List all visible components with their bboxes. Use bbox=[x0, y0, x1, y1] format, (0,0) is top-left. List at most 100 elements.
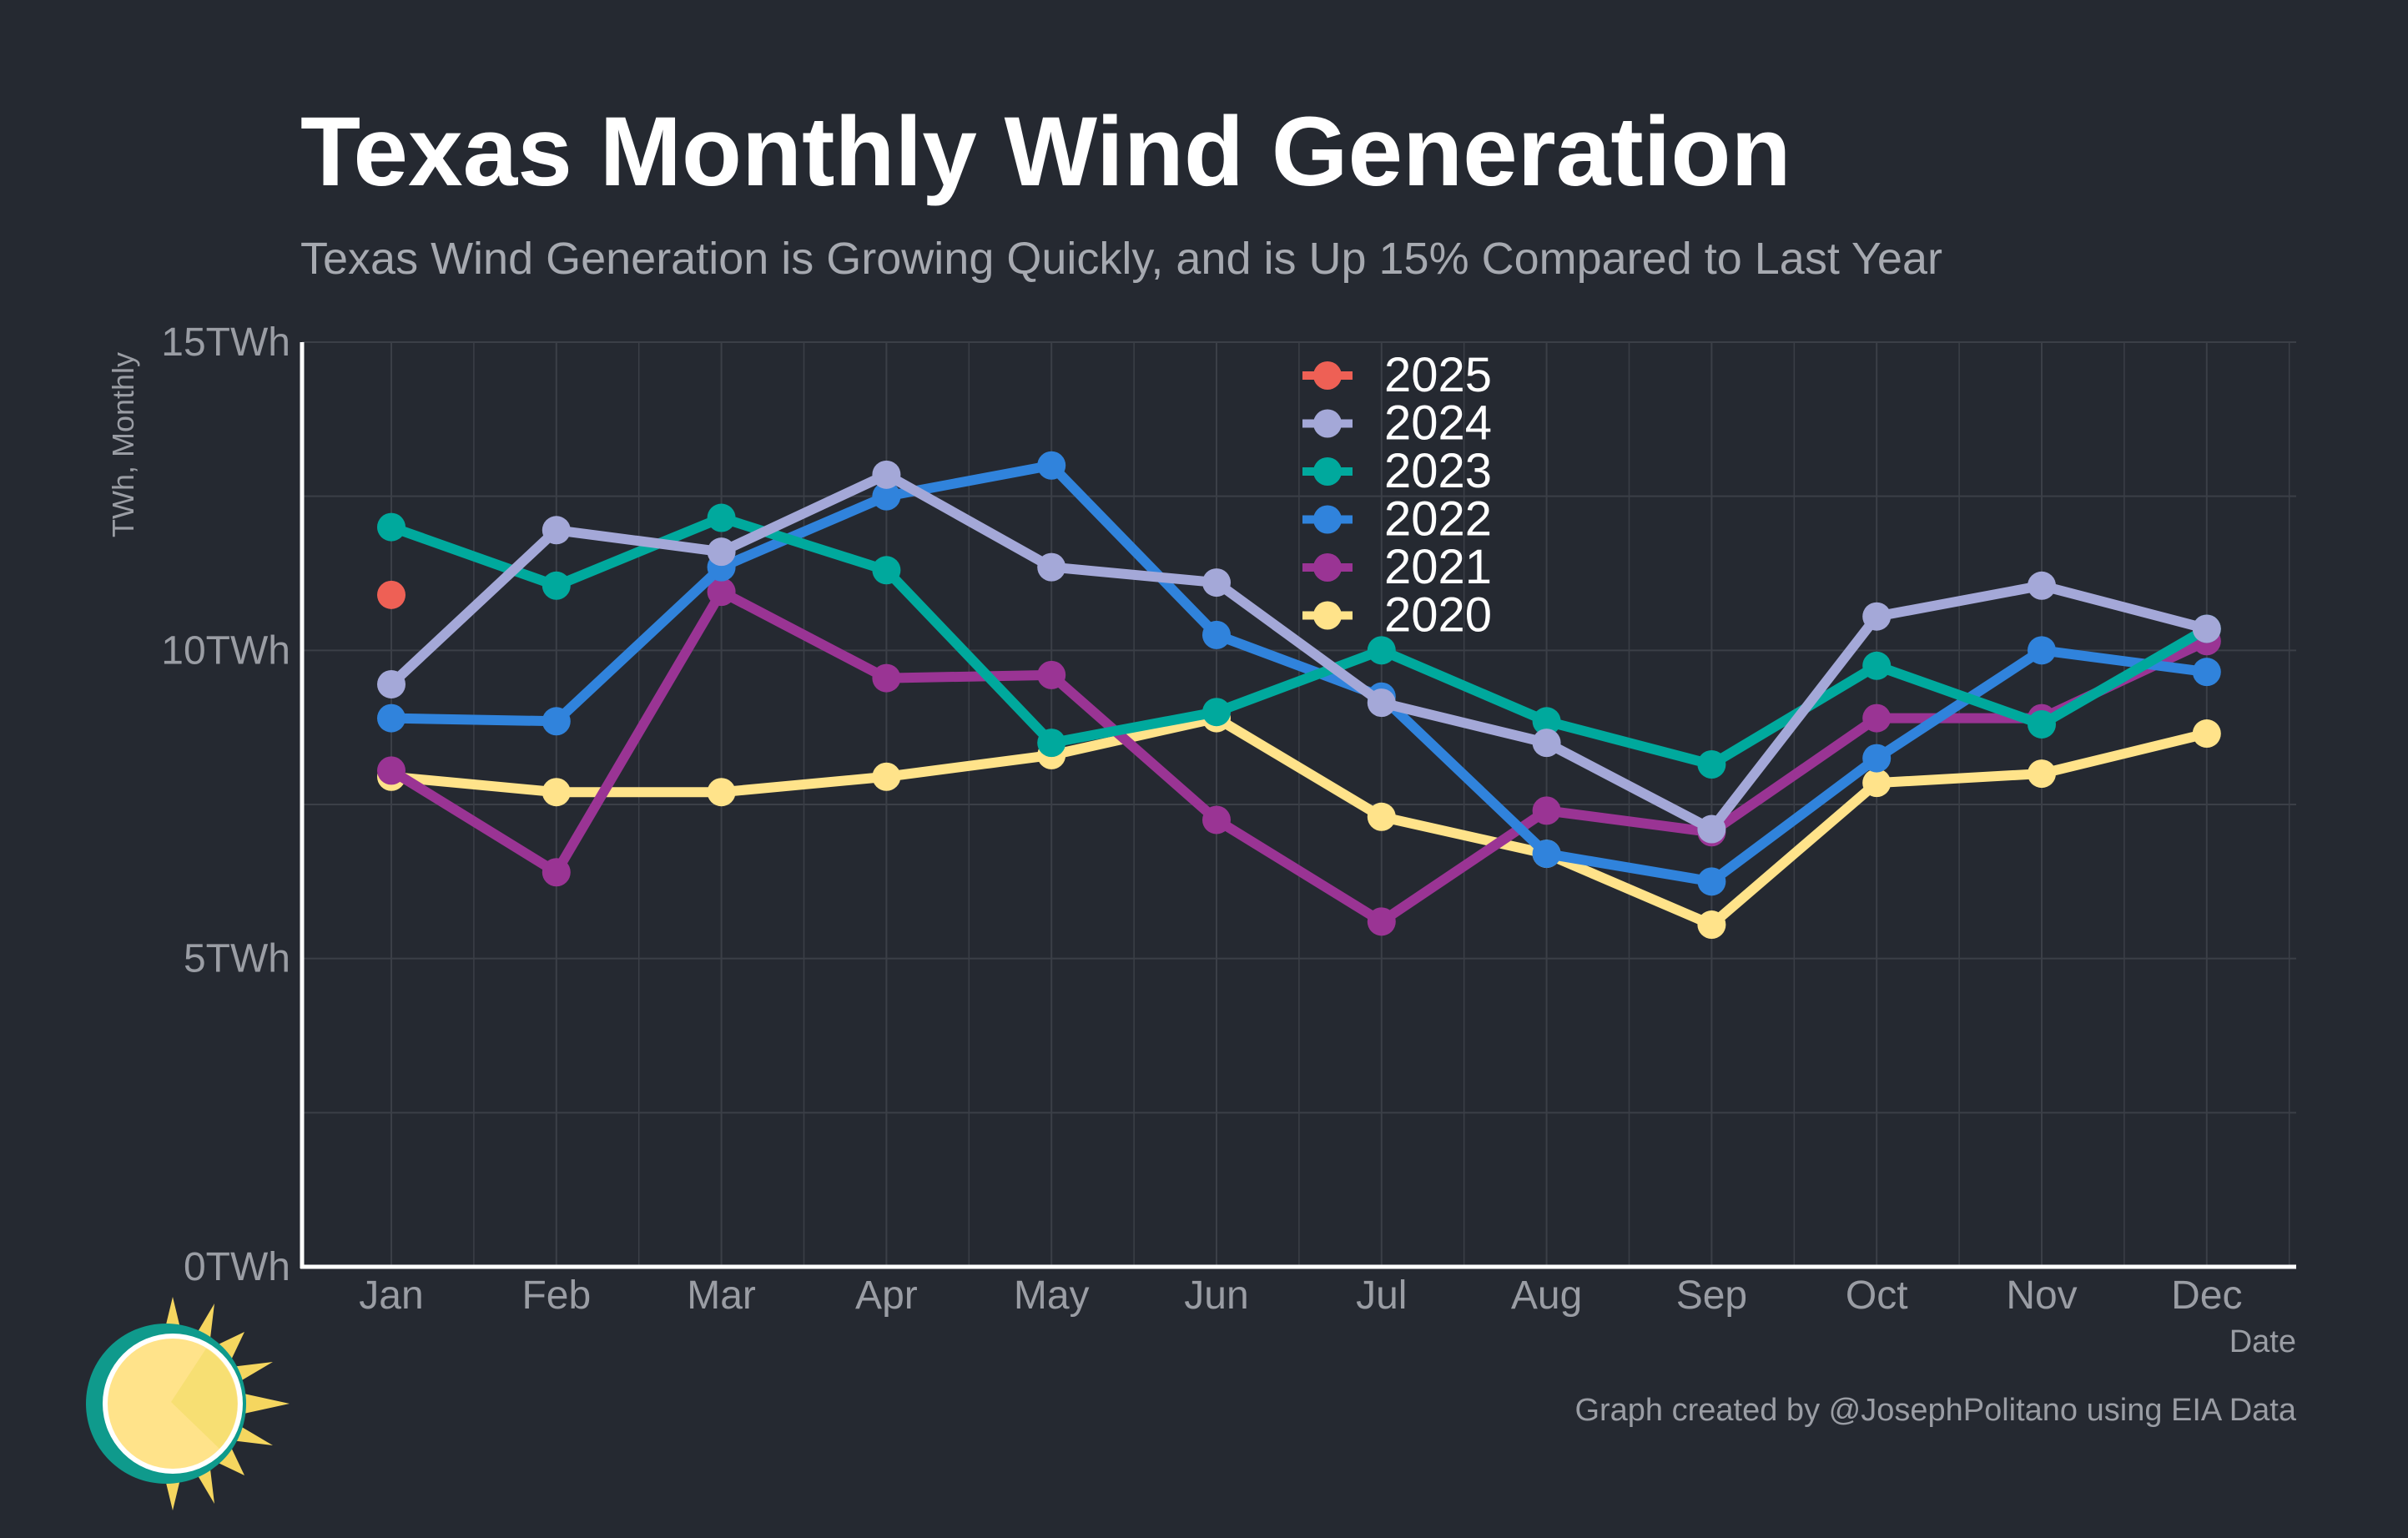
data-point-2022 bbox=[1037, 451, 1066, 480]
data-point-2023 bbox=[1697, 749, 1726, 779]
data-point-2020 bbox=[1862, 769, 1892, 798]
legend-item-2021: 2021 bbox=[1302, 540, 1492, 594]
data-point-2025 bbox=[377, 580, 406, 609]
series-2021 bbox=[377, 577, 2221, 936]
legend-item-2024: 2024 bbox=[1302, 396, 1492, 451]
data-point-2024 bbox=[542, 516, 571, 545]
y-tick-label: 0TWh bbox=[184, 1245, 290, 1289]
data-point-2022 bbox=[542, 707, 571, 736]
data-point-2020 bbox=[1697, 910, 1726, 940]
x-axis-label: Date bbox=[2229, 1324, 2296, 1359]
data-point-2023 bbox=[1202, 698, 1231, 727]
legend-swatch-marker bbox=[1313, 505, 1342, 534]
series-2024 bbox=[377, 460, 2221, 844]
credit-text: Graph created by @JosephPolitano using E… bbox=[1574, 1393, 2296, 1428]
data-point-2024 bbox=[1367, 688, 1396, 718]
x-tick-label: Jan bbox=[359, 1273, 423, 1318]
data-point-2021 bbox=[1532, 796, 1561, 825]
data-point-2020 bbox=[1367, 802, 1396, 831]
data-point-2024 bbox=[1697, 814, 1726, 844]
data-point-2020 bbox=[872, 762, 901, 791]
data-point-2022 bbox=[2028, 636, 2056, 665]
y-axis-label: TWh, Monthly bbox=[106, 352, 140, 537]
x-tick-label: Aug bbox=[1511, 1273, 1582, 1318]
legend-label: 2023 bbox=[1384, 444, 1492, 498]
legend-swatch-marker bbox=[1313, 457, 1342, 486]
data-point-2023 bbox=[2028, 709, 2056, 739]
x-tick-label: Oct bbox=[1846, 1273, 1908, 1318]
chart-title: Texas Monthly Wind Generation bbox=[300, 97, 1791, 207]
legend-label: 2021 bbox=[1384, 540, 1492, 594]
data-point-2023 bbox=[1037, 729, 1066, 758]
data-point-2024 bbox=[707, 537, 736, 567]
legend-item-2020: 2020 bbox=[1302, 588, 1492, 643]
y-tick-label: 15TWh bbox=[161, 320, 290, 365]
legend-swatch-marker bbox=[1313, 601, 1342, 630]
legend-item-2025: 2025 bbox=[1302, 348, 1492, 402]
data-point-2024 bbox=[1532, 729, 1561, 758]
legend-item-2023: 2023 bbox=[1302, 444, 1492, 498]
y-tick-label: 10TWh bbox=[161, 628, 290, 673]
data-point-2024 bbox=[872, 460, 901, 489]
legend-swatch-marker bbox=[1313, 409, 1342, 438]
data-point-2021 bbox=[1862, 703, 1892, 733]
x-tick-label: Nov bbox=[2006, 1273, 2077, 1318]
x-tick-label: Feb bbox=[521, 1273, 591, 1318]
chart-subtitle: Texas Wind Generation is Growing Quickly… bbox=[300, 234, 1942, 284]
data-point-2022 bbox=[2192, 658, 2221, 687]
legend-swatch-marker bbox=[1313, 361, 1342, 390]
data-point-2022 bbox=[872, 482, 901, 511]
data-point-2022 bbox=[377, 703, 406, 733]
data-point-2022 bbox=[1202, 620, 1231, 649]
data-point-2024 bbox=[2192, 614, 2221, 643]
series-layer bbox=[377, 451, 2221, 940]
series-2023 bbox=[377, 503, 2221, 779]
x-tick-label: Dec bbox=[2171, 1273, 2242, 1318]
data-point-2020 bbox=[542, 778, 571, 807]
legend-label: 2025 bbox=[1384, 348, 1492, 402]
data-point-2022 bbox=[1697, 867, 1726, 896]
data-point-2021 bbox=[872, 663, 901, 693]
grid-layer bbox=[302, 341, 2296, 1268]
y-tick-label: 5TWh bbox=[184, 937, 290, 981]
data-point-2023 bbox=[1862, 651, 1892, 680]
data-point-2020 bbox=[2028, 759, 2056, 789]
legend-label: 2024 bbox=[1384, 396, 1492, 451]
data-point-2021 bbox=[542, 858, 571, 887]
data-point-2023 bbox=[872, 556, 901, 585]
legend-label: 2022 bbox=[1384, 492, 1492, 547]
data-point-2024 bbox=[2028, 571, 2056, 600]
data-point-2020 bbox=[707, 778, 736, 807]
x-tick-label: Jul bbox=[1356, 1273, 1407, 1318]
data-point-2024 bbox=[377, 669, 406, 698]
data-point-2023 bbox=[1367, 636, 1396, 665]
series-2025 bbox=[377, 580, 406, 609]
series-line-2022 bbox=[386, 460, 2212, 887]
data-point-2023 bbox=[707, 503, 736, 532]
data-point-2021 bbox=[1202, 805, 1231, 835]
series-line-2023 bbox=[386, 512, 2212, 769]
axis-layer: 0TWh 5TWh 10TWh 15TWh Jan Feb Mar Apr May Jun Jul A… bbox=[161, 320, 2296, 1318]
series-line-2021 bbox=[386, 587, 2212, 927]
data-point-2021 bbox=[377, 756, 406, 785]
series-line-2020 bbox=[386, 713, 2212, 930]
legend-item-2022: 2022 bbox=[1302, 492, 1492, 547]
data-point-2024 bbox=[1862, 602, 1892, 631]
data-point-2023 bbox=[1532, 707, 1561, 736]
data-point-2021 bbox=[707, 577, 736, 607]
x-tick-label: Jun bbox=[1184, 1273, 1248, 1318]
x-tick-label: Mar bbox=[687, 1273, 756, 1318]
data-point-2020 bbox=[2192, 719, 2221, 749]
data-point-2024 bbox=[1202, 568, 1231, 598]
x-tick-label: Sep bbox=[1676, 1273, 1747, 1318]
legend-swatch-marker bbox=[1313, 553, 1342, 582]
x-tick-label: May bbox=[1014, 1273, 1090, 1318]
sun-logo-icon bbox=[86, 1297, 290, 1510]
data-point-2023 bbox=[377, 512, 406, 542]
series-2022 bbox=[377, 451, 2221, 896]
legend-label: 2020 bbox=[1384, 588, 1492, 643]
data-point-2022 bbox=[1532, 840, 1561, 869]
